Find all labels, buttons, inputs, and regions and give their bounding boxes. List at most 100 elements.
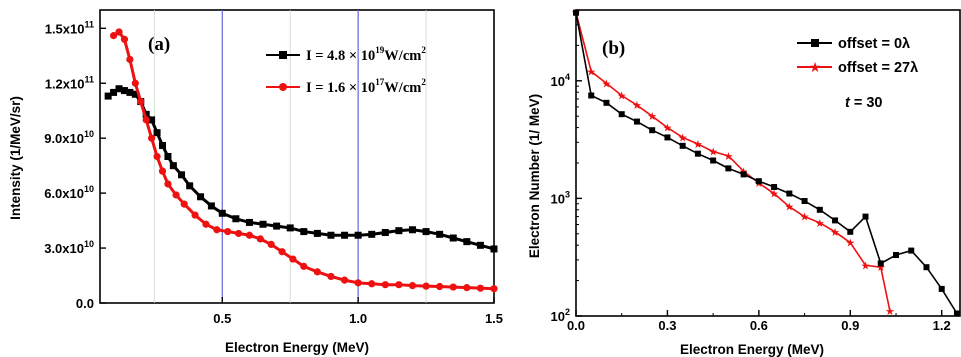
data-point xyxy=(289,255,296,262)
x-axis-title-a: Electron Energy (MeV) xyxy=(225,340,369,355)
data-point xyxy=(477,242,484,249)
data-point xyxy=(164,153,171,160)
legend-b-1-text: offset = 27λ xyxy=(838,60,918,76)
data-point xyxy=(137,98,144,105)
data-point xyxy=(634,119,640,125)
data-point xyxy=(368,231,375,238)
data-point: ★ xyxy=(800,212,810,224)
data-point xyxy=(246,219,253,226)
data-point xyxy=(409,282,416,289)
panel-label-a: (a) xyxy=(148,34,170,55)
data-point xyxy=(246,232,253,239)
data-point xyxy=(154,129,161,136)
data-point xyxy=(436,283,443,290)
data-point: ★ xyxy=(861,260,871,272)
data-point xyxy=(257,235,264,242)
data-point xyxy=(192,212,199,219)
data-point xyxy=(695,151,701,157)
data-point xyxy=(327,232,334,239)
data-point xyxy=(219,210,226,217)
data-point xyxy=(314,230,321,237)
data-point xyxy=(268,241,275,248)
data-point xyxy=(355,232,362,239)
data-point: ★ xyxy=(647,111,657,123)
data-point xyxy=(908,248,914,254)
data-point xyxy=(893,252,899,258)
data-point xyxy=(126,56,133,63)
data-point xyxy=(939,286,945,292)
data-point xyxy=(725,165,731,171)
legend-item-b-1: ★ offset = 27λ xyxy=(797,59,918,76)
data-point xyxy=(603,100,609,106)
legend-b-0-text: offset = 0λ xyxy=(838,36,910,52)
data-point: ★ xyxy=(678,132,688,144)
data-point xyxy=(121,36,128,43)
data-point xyxy=(170,162,177,169)
time-annotation-value: = 30 xyxy=(850,95,883,111)
data-point xyxy=(756,178,762,184)
data-point xyxy=(954,311,960,317)
x-axis-title-b: Electron Energy (MeV) xyxy=(680,342,824,357)
y-axis-title-b: Electron Number (1/ MeV) xyxy=(527,94,542,258)
data-point xyxy=(202,221,209,228)
data-point xyxy=(224,228,231,235)
data-point xyxy=(422,283,429,290)
data-point xyxy=(450,283,457,290)
plot-area-b xyxy=(576,10,960,316)
data-point: ★ xyxy=(723,151,733,163)
data-point xyxy=(368,280,375,287)
data-point xyxy=(588,92,594,98)
data-point: ★ xyxy=(815,218,825,230)
data-point xyxy=(710,158,716,164)
legend-a-1-unit-exp: 2 xyxy=(421,77,426,87)
legend-a-0-unit-exp: 2 xyxy=(421,45,426,55)
data-point xyxy=(148,135,155,142)
data-point xyxy=(878,260,884,266)
data-point xyxy=(664,134,670,140)
data-point xyxy=(863,214,869,220)
data-point xyxy=(197,193,204,200)
data-point xyxy=(573,10,579,16)
data-point xyxy=(395,227,402,234)
data-point xyxy=(771,184,777,190)
data-point xyxy=(153,153,160,160)
data-point xyxy=(178,171,185,178)
data-point xyxy=(436,231,443,238)
time-annotation: t = 30 xyxy=(845,95,883,111)
svg-text:★: ★ xyxy=(809,59,822,75)
legend-a-1-base: I = 1.6 × 10 xyxy=(306,80,375,96)
data-point xyxy=(232,215,239,222)
data-point xyxy=(355,279,362,286)
data-point xyxy=(159,142,166,149)
data-point xyxy=(382,281,389,288)
data-point xyxy=(287,224,294,231)
data-point xyxy=(208,202,215,209)
data-point: ★ xyxy=(602,78,612,90)
data-point xyxy=(450,234,457,241)
x-tick-label: 0.3 xyxy=(658,318,676,333)
data-point xyxy=(491,245,498,252)
data-point: ★ xyxy=(632,100,642,112)
legend-a-0-unit: W/cm xyxy=(384,48,421,64)
data-point xyxy=(817,207,823,213)
data-point xyxy=(802,198,808,204)
y-tick-label: 9.0x1010 xyxy=(44,129,94,146)
data-point xyxy=(164,180,171,187)
svg-text:I = 4.8 × 1019W/cm2: I = 4.8 × 1019W/cm2 xyxy=(306,45,426,64)
data-point: ★ xyxy=(693,139,703,151)
x-tick-label: 0.9 xyxy=(841,318,859,333)
data-point xyxy=(741,171,747,177)
data-point xyxy=(300,228,307,235)
data-point xyxy=(832,217,838,223)
x-tick-label: 1.5 xyxy=(485,311,503,326)
data-point: ★ xyxy=(845,238,855,250)
data-point xyxy=(327,273,334,280)
data-point: ★ xyxy=(784,202,794,214)
y-tick-label: 1.5x1011 xyxy=(45,19,94,36)
x-tick-label: 1.2 xyxy=(933,318,951,333)
data-point: ★ xyxy=(769,189,779,201)
data-point xyxy=(847,229,853,235)
data-point xyxy=(115,28,122,35)
data-point xyxy=(477,285,484,292)
